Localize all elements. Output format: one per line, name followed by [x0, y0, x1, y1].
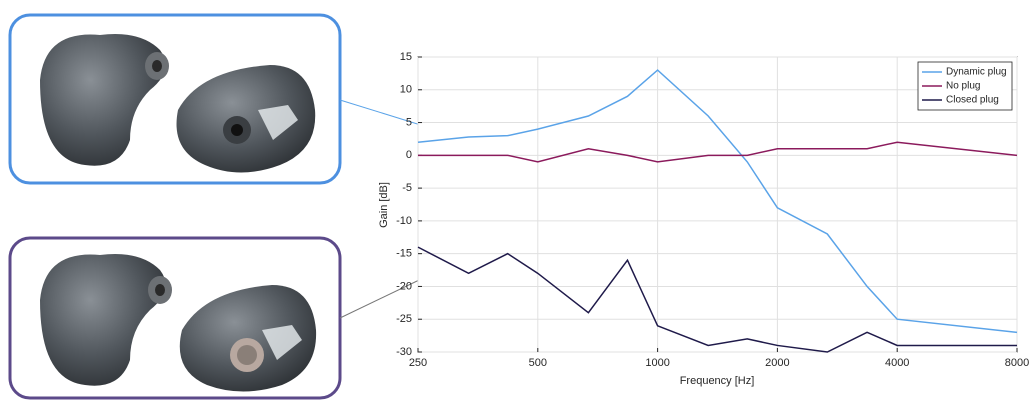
y-tick-label: -20 — [396, 280, 412, 292]
x-tick-label: 8000 — [1005, 357, 1029, 369]
y-tick-label: -10 — [396, 215, 412, 227]
figure: Frequency [Hz] Gain [dB] -30-25-20-15-10… — [0, 0, 1030, 403]
y-tick-label: 10 — [400, 84, 412, 96]
x-tick-label: 2000 — [765, 357, 789, 369]
y-tick-label: 0 — [406, 149, 412, 161]
y-tick-label: -5 — [402, 182, 412, 194]
y-tick-label: 5 — [406, 116, 412, 128]
x-tick-label: 250 — [409, 357, 427, 369]
x-tick-label: 4000 — [885, 357, 909, 369]
photo-dynamic-plug — [10, 15, 340, 183]
legend-label: No plug — [946, 81, 980, 92]
y-tick-label: -25 — [396, 313, 412, 325]
legend: Dynamic plug No plug Closed plug — [918, 62, 1012, 110]
legend-label: Dynamic plug — [946, 67, 1007, 78]
y-tick-label: 15 — [400, 51, 412, 63]
y-tick-label: -15 — [396, 248, 412, 260]
x-tick-label: 1000 — [645, 357, 669, 369]
x-tick-label: 500 — [529, 357, 547, 369]
legend-label: Closed plug — [946, 95, 999, 106]
photo-closed-plug — [10, 238, 340, 398]
x-axis-label: Frequency [Hz] — [680, 375, 755, 387]
y-axis-label: Gain [dB] — [378, 182, 390, 228]
